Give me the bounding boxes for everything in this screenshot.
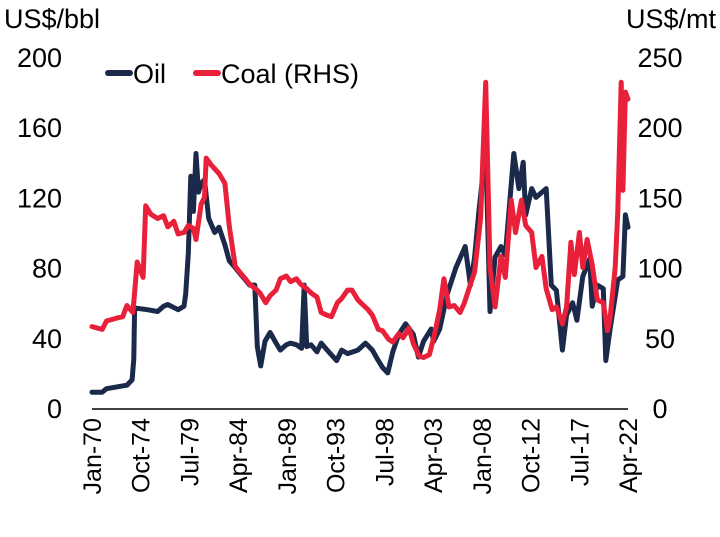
x-tick-label: Apr-84 (225, 418, 253, 493)
x-tick-label: Oct-93 (323, 418, 351, 493)
right-tick-label: 100 (637, 254, 682, 284)
right-tick-label: 250 (637, 43, 682, 73)
left-tick-label: 80 (32, 254, 62, 284)
left-tick-label: 40 (32, 324, 62, 354)
right-tick-label: 200 (637, 113, 682, 143)
x-tick-label: Apr-22 (615, 418, 643, 493)
x-tick-label: Jan-89 (274, 418, 302, 494)
left-tick-label: 160 (17, 113, 62, 143)
left-axis: 0 40 80 120 160 200 (17, 43, 62, 424)
left-tick-label: 120 (17, 183, 62, 213)
x-tick-label: Oct-74 (128, 418, 156, 493)
x-tick-label: Apr-03 (420, 418, 448, 493)
left-tick-label: 200 (17, 43, 62, 73)
right-tick-label: 150 (637, 183, 682, 213)
legend: Oil Coal (RHS) (105, 59, 359, 89)
x-tick-label: Oct-12 (518, 418, 546, 493)
right-axis: 0 50 100 150 200 250 (637, 43, 682, 424)
x-tick-label: Jan-70 (79, 418, 107, 494)
oil-series-line (89, 145, 631, 395)
x-tick-label: Jan-08 (469, 418, 497, 494)
left-tick-label: 0 (47, 394, 62, 424)
x-tick-label: Jul-79 (176, 418, 204, 486)
legend-oil-label: Oil (133, 59, 166, 89)
x-tick-label: Jul-17 (566, 418, 594, 486)
x-tick-label: Jul-98 (371, 418, 399, 486)
coal-series-line (89, 79, 631, 360)
x-axis: Jan-70 Oct-74 Jul-79 Apr-84 Jan-89 Oct-9… (79, 408, 643, 494)
right-tick-label: 50 (645, 324, 675, 354)
left-axis-unit: US$/bbl (4, 4, 100, 34)
right-tick-label: 0 (652, 394, 667, 424)
legend-coal-label: Coal (RHS) (221, 59, 359, 89)
right-axis-unit: US$/mt (626, 4, 717, 34)
